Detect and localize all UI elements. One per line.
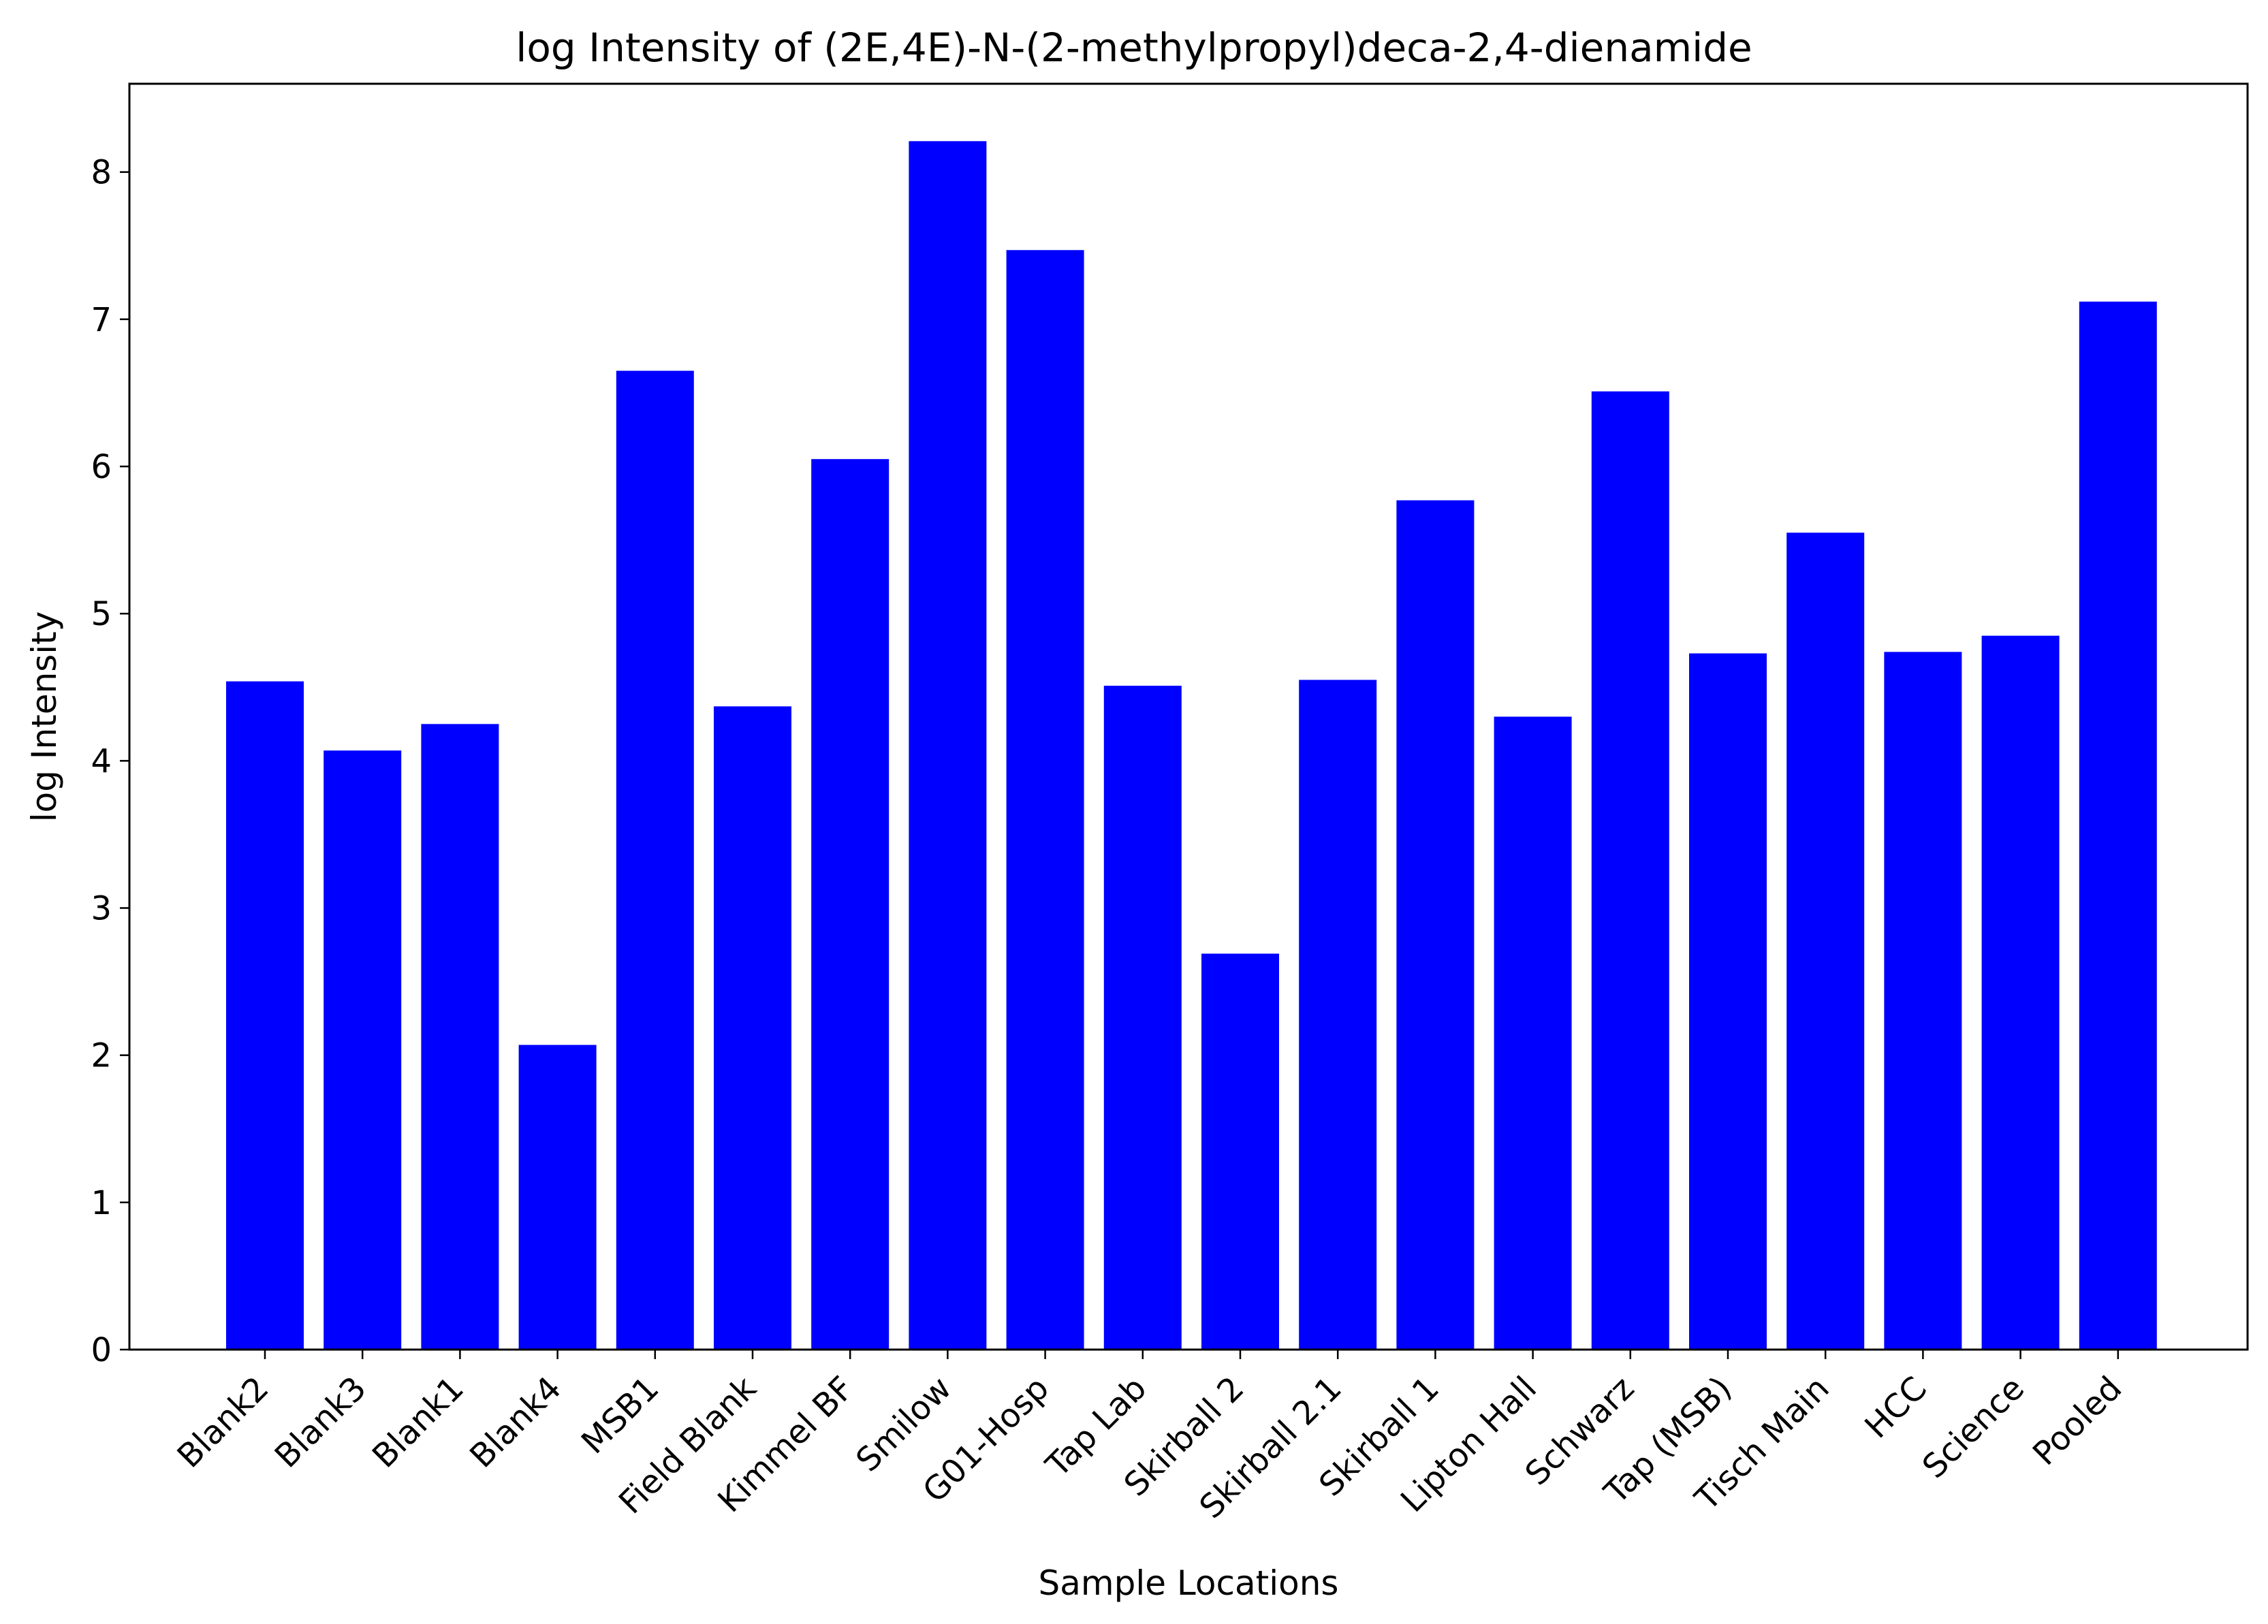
x-tick-label: Blank1: [365, 1369, 471, 1476]
bar-kimmel-bf: [811, 459, 889, 1350]
chart-title: log Intensity of (2E,4E)-N-(2-methylprop…: [516, 25, 1752, 71]
x-tick-label: Blank3: [268, 1369, 374, 1476]
bar-blank3: [324, 750, 402, 1350]
y-tick-label: 4: [91, 742, 112, 780]
y-tick-label: 0: [91, 1331, 112, 1369]
y-tick-label: 7: [91, 301, 112, 339]
bar-g01-hosp: [1006, 250, 1084, 1350]
bar-msb1: [616, 370, 694, 1350]
bar-blank4: [518, 1045, 597, 1350]
y-tick-label: 3: [91, 890, 112, 928]
bar-tisch-main: [1786, 532, 1865, 1350]
bar-smilow: [909, 141, 987, 1350]
plot-frame: [128, 82, 2249, 1351]
x-tick-label: MSB1: [574, 1369, 666, 1461]
y-axis-label: log Intensity: [25, 611, 64, 823]
bar-science: [1981, 635, 2060, 1350]
x-tick-label: Blank2: [170, 1369, 277, 1476]
x-tick-label: Pooled: [2026, 1369, 2129, 1473]
bar-tap-msb: [1689, 653, 1767, 1350]
x-tick-label: Blank4: [462, 1369, 569, 1476]
bar-tap-lab: [1103, 686, 1182, 1350]
y-tick-label: 8: [91, 154, 112, 192]
bar-pooled: [2079, 301, 2157, 1350]
y-tick-label: 5: [91, 595, 112, 633]
y-axis-ticks: 0 1 2 3 4 5 6 7 8: [91, 154, 129, 1369]
bar-skirball-2-1: [1299, 680, 1377, 1350]
y-tick-label: 1: [91, 1184, 112, 1222]
x-tick-label: Science: [1915, 1369, 2032, 1486]
bar-group: [226, 141, 2157, 1350]
bar-field-blank: [714, 706, 791, 1350]
bar-hcc: [1884, 652, 1962, 1350]
bar-skirball-1: [1396, 500, 1475, 1350]
y-tick-label: 6: [91, 448, 112, 486]
bar-schwarz: [1591, 391, 1669, 1350]
y-tick-label: 2: [91, 1037, 112, 1075]
x-axis-label: Sample Locations: [1039, 1563, 1339, 1603]
x-tick-label: HCC: [1857, 1369, 1934, 1446]
bar-skirball-2: [1201, 953, 1279, 1350]
bar-blank1: [421, 724, 499, 1350]
bar-blank2: [226, 681, 304, 1350]
bar-lipton-hall: [1494, 716, 1572, 1350]
